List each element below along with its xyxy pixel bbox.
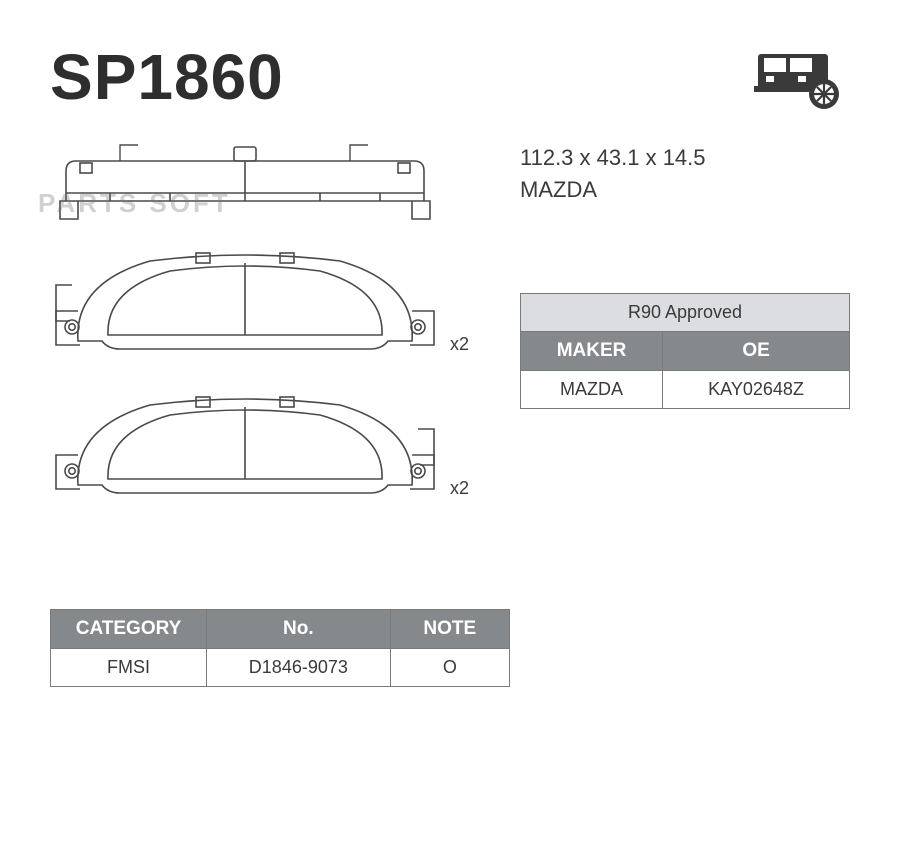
oe-header: OE: [663, 332, 850, 371]
dimensions-text: 112.3 x 43.1 x 14.5: [520, 145, 850, 171]
category-header: CATEGORY: [51, 610, 207, 649]
brake-pad-diagram-2: [50, 389, 440, 509]
category-cell: FMSI: [51, 649, 207, 687]
approved-cell: R90 Approved: [521, 294, 850, 332]
maker-cell: MAZDA: [521, 371, 663, 409]
no-header: No.: [207, 610, 391, 649]
quantity-label-1: x2: [450, 334, 469, 365]
no-cell: D1846-9073: [207, 649, 391, 687]
quantity-label-2: x2: [450, 478, 469, 509]
note-cell: O: [390, 649, 509, 687]
brand-text: MAZDA: [520, 177, 850, 203]
car-rear-icon: [754, 46, 844, 117]
oe-cell: KAY02648Z: [663, 371, 850, 409]
oe-table: R90 Approved MAKER OE MAZDA KAY02648Z: [520, 293, 850, 409]
table-row: FMSI D1846-9073 O: [51, 649, 510, 687]
note-header: NOTE: [390, 610, 509, 649]
table-row: MAZDA KAY02648Z: [521, 371, 850, 409]
maker-header: MAKER: [521, 332, 663, 371]
watermark-text: PARTS SOFT: [38, 188, 231, 219]
brake-pad-diagram-1: [50, 245, 440, 365]
category-table: CATEGORY No. NOTE FMSI D1846-9073 O: [50, 609, 510, 687]
part-number: SP1860: [50, 40, 284, 114]
